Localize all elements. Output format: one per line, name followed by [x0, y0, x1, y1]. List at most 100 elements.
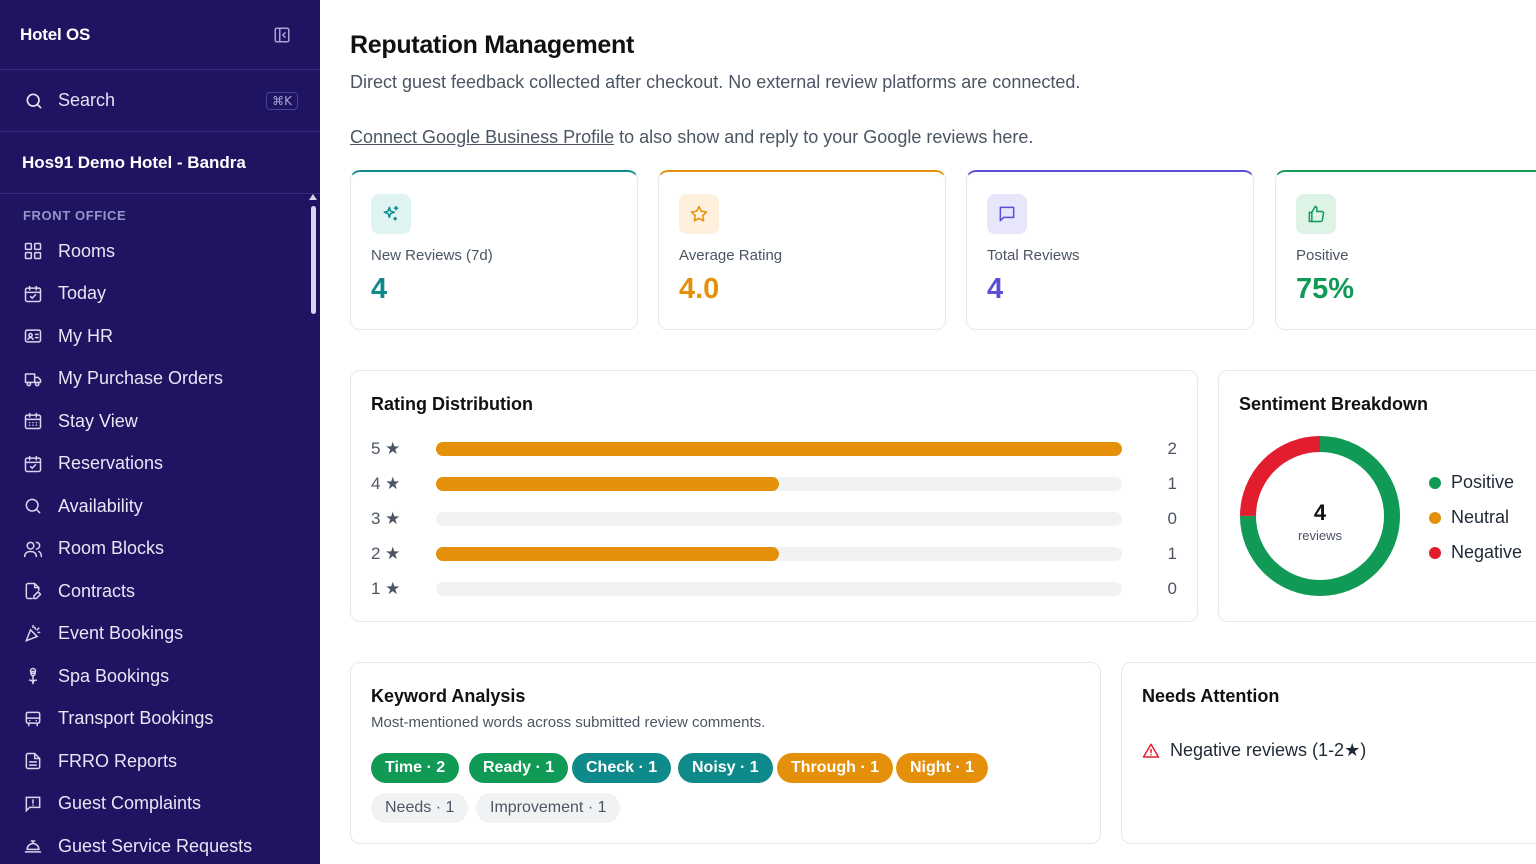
sidebar-item-rooms[interactable]: Rooms — [0, 230, 320, 273]
party-popper-icon — [23, 624, 43, 644]
rating-bar-track — [436, 512, 1122, 526]
sidebar-item-label: Guest Service Requests — [58, 835, 253, 856]
keyword-analysis-panel: Keyword Analysis Most-mentioned words ac… — [350, 662, 1101, 844]
page-title: Reputation Management — [350, 31, 634, 59]
panel-title: Keyword Analysis — [371, 686, 526, 706]
keyword-chip[interactable]: Needs · 1 — [371, 793, 469, 823]
sidebar-item-label: Rooms — [58, 240, 116, 261]
truck-icon — [23, 369, 43, 389]
message-alert-icon — [23, 794, 43, 814]
rating-row: 4 ★ 1 — [371, 474, 1177, 494]
sidebar-scrollbar-thumb[interactable] — [311, 206, 316, 314]
calendar-grid-icon — [23, 411, 43, 431]
sidebar-item-reservations[interactable]: Reservations — [0, 443, 320, 486]
rating-row: 1 ★ 0 — [371, 579, 1177, 599]
id-card-icon — [23, 326, 43, 346]
stat-card-average-rating: Average Rating 4.0 — [658, 170, 946, 330]
stat-value: 4.0 — [679, 273, 720, 305]
stat-value: 75% — [1296, 273, 1355, 305]
rating-row: 3 ★ 0 — [371, 509, 1177, 529]
sidebar-collapse-icon[interactable] — [272, 25, 292, 45]
sidebar-item-room-blocks[interactable]: Room Blocks — [0, 528, 320, 571]
keyword-chip[interactable]: Through · 1 — [777, 753, 893, 783]
sidebar-item-label: Guest Complaints — [58, 793, 202, 814]
attention-item-negative-reviews[interactable]: Negative reviews (1-2★) — [1142, 740, 1366, 761]
stat-value: 4 — [987, 273, 1004, 305]
legend-label: Negative — [1451, 542, 1523, 562]
search-icon — [24, 91, 44, 111]
keyword-chip[interactable]: Improvement · 1 — [476, 793, 621, 823]
legend-dot — [1429, 546, 1441, 559]
rating-bar-track — [436, 442, 1122, 456]
panel-subtitle: Most-mentioned words across submitted re… — [371, 714, 766, 731]
connect-google-link[interactable]: Connect Google Business Profile — [350, 127, 615, 147]
rating-bar-track — [436, 477, 1122, 491]
sidebar-item-availability[interactable]: Availability — [0, 485, 320, 528]
sidebar-item-label: Event Bookings — [58, 623, 184, 644]
bus-icon — [23, 709, 43, 729]
rating-row-label: 2 ★ — [371, 544, 401, 563]
legend-dot — [1429, 511, 1441, 524]
sidebar-item-my-purchase-orders[interactable]: My Purchase Orders — [0, 358, 320, 401]
stat-card-positive: Positive 75% — [1275, 170, 1536, 330]
keyword-chip[interactable]: Ready · 1 — [469, 753, 569, 783]
sidebar-section-front-office: FRONT OFFICE Rooms Today My HR My Purcha… — [0, 194, 320, 864]
calendar-check-icon — [23, 284, 43, 304]
rating-distribution-panel: Rating Distribution 5 ★ 2 4 ★ 1 3 ★ 0 2 … — [350, 370, 1198, 622]
sentiment-breakdown-panel: Sentiment Breakdown 4 reviews Positive N… — [1218, 370, 1536, 622]
hotel-name: Hos91 Demo Hotel - Bandra — [22, 152, 246, 172]
rating-row-label: 5 ★ — [371, 439, 401, 458]
rating-row-count: 1 — [1167, 544, 1177, 563]
sidebar-item-contracts[interactable]: Contracts — [0, 570, 320, 613]
sidebar-item-label: Reservations — [58, 453, 164, 474]
attention-item-label: Negative reviews (1-2★) — [1170, 740, 1367, 760]
scrollbar-up-arrow[interactable] — [309, 194, 317, 200]
sidebar-item-frro-reports[interactable]: FRRO Reports — [0, 740, 320, 783]
sidebar-item-spa-bookings[interactable]: Spa Bookings — [0, 655, 320, 698]
rating-row-count: 2 — [1167, 439, 1177, 458]
sidebar-item-my-hr[interactable]: My HR — [0, 315, 320, 358]
rating-bar-track — [436, 582, 1122, 596]
flower-icon — [23, 666, 43, 686]
sidebar-item-label: FRRO Reports — [58, 750, 178, 771]
stat-card-new-reviews: New Reviews (7d) 4 — [350, 170, 638, 330]
panel-title: Sentiment Breakdown — [1239, 394, 1429, 414]
keyword-chip[interactable]: Time · 2 — [371, 753, 460, 783]
legend-label: Neutral — [1451, 507, 1510, 527]
star-icon — [679, 194, 719, 234]
sidebar-search[interactable]: Search ⌘K — [0, 70, 320, 132]
sidebar-item-stay-view[interactable]: Stay View — [0, 400, 320, 443]
legend-item-negative: Negative — [1429, 542, 1522, 563]
sidebar-item-label: Room Blocks — [58, 538, 165, 559]
sidebar-item-guest-service-requests[interactable]: Guest Service Requests — [0, 825, 320, 864]
hotel-selector[interactable]: Hos91 Demo Hotel - Bandra — [0, 132, 320, 194]
keyword-chip[interactable]: Noisy · 1 — [678, 753, 773, 783]
sidebar-item-label: Transport Bookings — [58, 708, 214, 729]
rating-bar-track — [436, 547, 1122, 561]
file-edit-icon — [23, 581, 43, 601]
stat-value: 4 — [371, 273, 388, 305]
legend-item-positive: Positive — [1429, 472, 1514, 493]
concierge-bell-icon — [23, 836, 43, 856]
thumbs-up-icon — [1296, 194, 1336, 234]
donut-center-label: reviews — [1298, 528, 1343, 543]
rating-row-count: 1 — [1167, 474, 1177, 493]
sparkles-icon — [371, 194, 411, 234]
search-shortcut: ⌘K — [266, 91, 298, 110]
rating-row: 2 ★ 1 — [371, 544, 1177, 564]
sidebar-nav: Rooms Today My HR My Purchase Orders Sta… — [0, 230, 320, 864]
keyword-chip[interactable]: Night · 1 — [896, 753, 988, 783]
stat-label: Total Reviews — [987, 247, 1080, 264]
keyword-chip[interactable]: Check · 1 — [572, 753, 672, 783]
sidebar-section-title: FRONT OFFICE — [23, 208, 127, 223]
legend-item-neutral: Neutral — [1429, 507, 1509, 528]
calendar-check-icon — [23, 454, 43, 474]
sidebar-item-today[interactable]: Today — [0, 273, 320, 316]
sidebar-item-transport-bookings[interactable]: Transport Bookings — [0, 698, 320, 741]
users-icon — [23, 539, 43, 559]
sidebar-item-guest-complaints[interactable]: Guest Complaints — [0, 783, 320, 826]
rating-row-label: 4 ★ — [371, 474, 401, 493]
page-subtitle: Direct guest feedback collected after ch… — [350, 72, 1081, 92]
connect-google-notice: Connect Google Business Profile to also … — [350, 127, 1033, 148]
sidebar-item-event-bookings[interactable]: Event Bookings — [0, 613, 320, 656]
